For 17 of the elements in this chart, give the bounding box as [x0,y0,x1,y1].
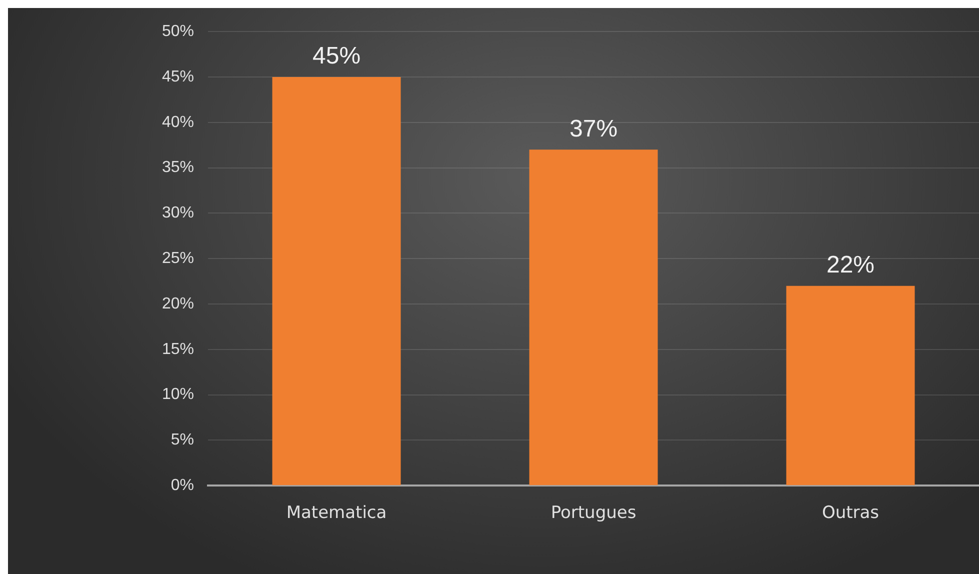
y-tick-label: 20% [162,295,194,312]
y-tick-label: 10% [162,386,194,404]
y-tick-label: 45% [162,68,194,86]
y-tick-label: 15% [162,340,194,358]
y-tick-label: 30% [162,204,194,222]
data-label: 45% [312,42,361,70]
x-tick-label: Portugues [550,503,636,524]
y-tick-label: 35% [162,159,194,176]
y-tick-label: 25% [162,250,194,268]
data-label: 22% [826,251,875,278]
y-tick-label: 0% [170,477,194,494]
x-tick-label: Outras [822,503,880,524]
y-tick-label: 50% [162,23,194,40]
data-label: 37% [569,115,618,142]
y-tick-label: 5% [170,432,194,449]
y-tick-label: 40% [162,114,194,131]
x-tick-label: Matematica [286,503,387,524]
